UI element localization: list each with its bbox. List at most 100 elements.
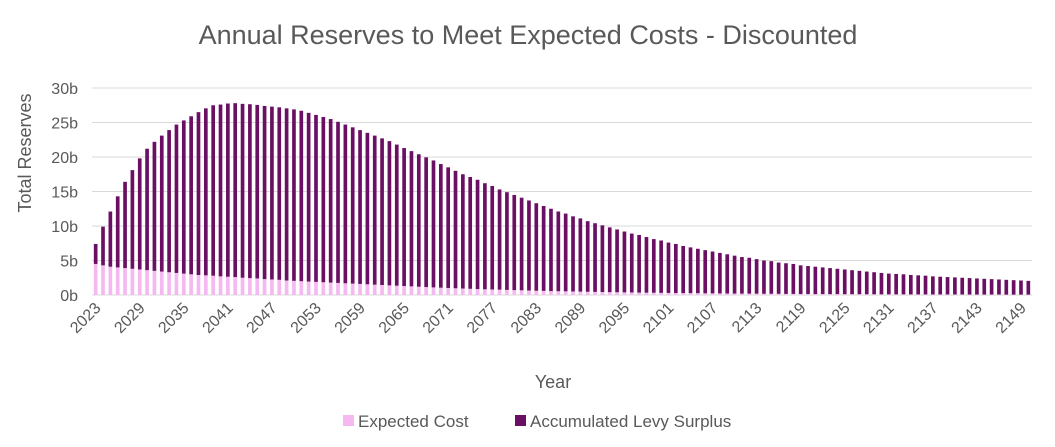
- bar-accumulated-levy-surplus: [718, 252, 722, 294]
- bar-expected-cost: [483, 289, 487, 295]
- bar-expected-cost: [688, 293, 693, 295]
- bar-expected-cost: [622, 292, 627, 295]
- bar-expected-cost: [387, 285, 392, 295]
- x-tick-label: 2137: [904, 300, 941, 337]
- bar-series-group: [93, 103, 1031, 295]
- bar-accumulated-levy-surplus: [159, 135, 164, 272]
- bar-accumulated-levy-surplus: [908, 274, 913, 295]
- bar-expected-cost: [461, 288, 465, 295]
- bar-expected-cost: [776, 293, 781, 295]
- bar-accumulated-levy-surplus: [725, 254, 730, 294]
- bar-accumulated-levy-surplus: [593, 223, 597, 292]
- y-tick-label: 20b: [51, 150, 78, 167]
- bar-accumulated-levy-surplus: [762, 260, 766, 294]
- bar-accumulated-levy-surplus: [453, 170, 458, 289]
- bar-accumulated-levy-surplus: [248, 104, 252, 279]
- bar-accumulated-levy-surplus: [130, 170, 135, 269]
- bar-expected-cost: [270, 279, 274, 295]
- gridlines: [92, 87, 1032, 296]
- bar-expected-cost: [431, 287, 436, 295]
- bar-accumulated-levy-surplus: [270, 106, 274, 280]
- bar-accumulated-levy-surplus: [1011, 280, 1016, 295]
- y-tick-label: 15b: [51, 185, 78, 202]
- x-tick-label: 2077: [464, 300, 501, 337]
- bar-accumulated-levy-surplus: [798, 265, 803, 294]
- bar-accumulated-levy-surplus: [167, 130, 171, 273]
- bar-accumulated-levy-surplus: [468, 177, 473, 289]
- bar-accumulated-levy-surplus: [475, 179, 480, 290]
- bar-expected-cost: [453, 288, 458, 295]
- bar-accumulated-levy-surplus: [585, 221, 590, 292]
- bar-accumulated-levy-surplus: [145, 148, 149, 271]
- bar-expected-cost: [189, 274, 193, 295]
- bar-expected-cost: [725, 293, 730, 295]
- bar-expected-cost: [123, 268, 127, 295]
- chart-title: Annual Reserves to Meet Expected Costs -…: [199, 20, 858, 50]
- bar-accumulated-levy-surplus: [350, 127, 355, 284]
- bar-expected-cost: [306, 281, 311, 295]
- bar-accumulated-levy-surplus: [776, 262, 781, 294]
- bar-accumulated-levy-surplus: [651, 239, 656, 293]
- bar-accumulated-levy-surplus: [115, 196, 120, 268]
- bar-accumulated-levy-surplus: [534, 203, 539, 291]
- bar-expected-cost: [659, 292, 663, 295]
- bar-accumulated-levy-surplus: [321, 116, 326, 283]
- bar-accumulated-levy-surplus: [314, 114, 318, 282]
- bar-expected-cost: [299, 281, 304, 295]
- bar-expected-cost: [894, 294, 898, 295]
- bar-expected-cost: [600, 292, 605, 295]
- bar-expected-cost: [681, 293, 686, 295]
- bar-accumulated-levy-surplus: [358, 130, 362, 284]
- bar-expected-cost: [732, 293, 737, 295]
- x-tick-label: 2023: [67, 300, 104, 337]
- bar-expected-cost: [424, 287, 428, 295]
- bar-accumulated-levy-surplus: [93, 243, 98, 264]
- bar-expected-cost: [571, 291, 575, 295]
- x-tick-label: 2149: [993, 300, 1030, 337]
- bar-expected-cost: [137, 269, 142, 295]
- bar-expected-cost: [762, 293, 766, 295]
- bar-expected-cost: [284, 280, 289, 295]
- bar-accumulated-levy-surplus: [394, 144, 399, 286]
- x-tick-label: 2047: [244, 300, 281, 337]
- y-tick-label: 0b: [60, 288, 78, 305]
- bar-accumulated-levy-surplus: [696, 248, 700, 294]
- bar-expected-cost: [446, 287, 451, 295]
- bar-accumulated-levy-surplus: [637, 234, 641, 293]
- bar-expected-cost: [607, 292, 612, 295]
- bar-expected-cost: [615, 292, 619, 295]
- bar-accumulated-levy-surplus: [519, 197, 524, 291]
- bar-expected-cost: [519, 290, 524, 295]
- bar-expected-cost: [314, 281, 318, 295]
- bar-accumulated-levy-surplus: [490, 185, 495, 290]
- bar-expected-cost: [512, 290, 517, 295]
- bar-accumulated-levy-surplus: [240, 103, 245, 278]
- bar-accumulated-levy-surplus: [615, 229, 619, 293]
- bar-expected-cost: [409, 286, 414, 295]
- bar-expected-cost: [666, 292, 671, 295]
- y-axis-ticks: 0b 5b 10b 15b 20b 25b 30b: [51, 81, 78, 305]
- bar-expected-cost: [145, 270, 149, 295]
- bar-accumulated-levy-surplus: [497, 189, 502, 290]
- bar-accumulated-levy-surplus: [769, 261, 774, 294]
- bar-accumulated-levy-surplus: [372, 135, 377, 285]
- bar-accumulated-levy-surplus: [123, 181, 127, 269]
- bar-expected-cost: [945, 294, 950, 295]
- bar-accumulated-levy-surplus: [820, 267, 825, 295]
- bar-expected-cost: [806, 293, 810, 295]
- bar-accumulated-levy-surplus: [438, 164, 443, 288]
- bar-expected-cost: [901, 294, 906, 295]
- bar-accumulated-levy-surplus: [872, 272, 876, 295]
- bar-expected-cost: [960, 294, 965, 295]
- bar-expected-cost: [380, 284, 384, 295]
- bar-accumulated-levy-surplus: [512, 194, 517, 291]
- bar-expected-cost: [864, 294, 869, 295]
- bar-accumulated-levy-surplus: [886, 273, 891, 295]
- bar-expected-cost: [108, 266, 113, 295]
- y-axis-label: Total Reserves: [15, 93, 35, 212]
- bar-expected-cost: [886, 294, 891, 295]
- bar-expected-cost: [585, 291, 590, 295]
- bar-accumulated-levy-surplus: [629, 233, 634, 293]
- bar-expected-cost: [850, 294, 854, 295]
- bar-accumulated-levy-surplus: [600, 225, 605, 293]
